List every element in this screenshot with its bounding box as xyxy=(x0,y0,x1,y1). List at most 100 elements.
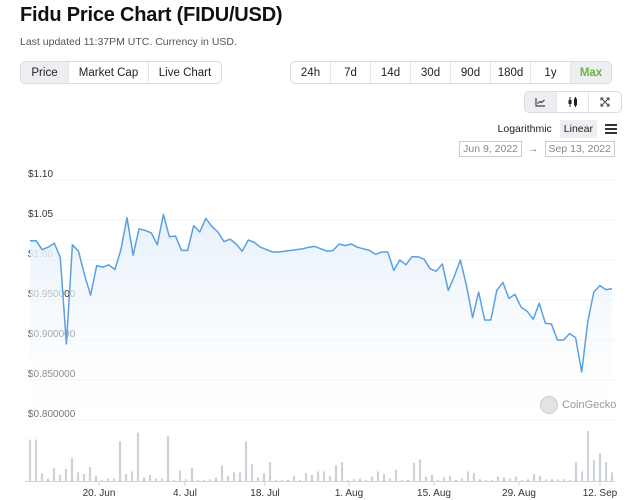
volume-bar xyxy=(76,472,80,481)
tab-price[interactable]: Price xyxy=(21,62,69,83)
volume-bar xyxy=(514,476,518,481)
volume-bar xyxy=(358,478,362,481)
volume-bar xyxy=(142,477,146,481)
range-180d-button[interactable]: 180d xyxy=(491,62,531,83)
x-axis-label: 4. Jul xyxy=(173,488,197,499)
fullscreen-button[interactable] xyxy=(589,92,621,112)
volume-bar xyxy=(352,479,356,481)
volume-bar xyxy=(574,462,578,481)
volume-bar xyxy=(304,473,308,481)
volume-bar xyxy=(148,474,152,481)
volume-bar xyxy=(412,462,416,481)
x-axis-label: 29. Aug xyxy=(502,488,536,499)
volume-bar xyxy=(370,476,374,481)
volume-bar xyxy=(160,478,164,481)
volume-bar xyxy=(604,462,608,481)
page-title: Fidu Price Chart (FIDU/USD) xyxy=(20,4,283,26)
volume-bar xyxy=(550,479,554,481)
volume-bar xyxy=(568,480,572,481)
volume-bar xyxy=(376,471,380,481)
range-90d-button[interactable]: 90d xyxy=(451,62,491,83)
date-range: Jun 9, 2022 → Sep 13, 2022 xyxy=(459,141,615,157)
volume-bar xyxy=(262,473,266,481)
volume-bar xyxy=(112,478,116,481)
watermark-text: CoinGecko xyxy=(562,399,617,411)
x-axis-label: 20. Jun xyxy=(83,488,116,499)
volume-bar xyxy=(478,479,482,481)
logarithmic-scale-button[interactable]: Logarithmic xyxy=(497,123,552,135)
volume-bar xyxy=(214,477,218,481)
volume-bar xyxy=(316,471,320,481)
volume-bar xyxy=(346,480,350,481)
volume-bar xyxy=(40,473,44,481)
date-to-input[interactable]: Sep 13, 2022 xyxy=(544,141,615,157)
volume-bar xyxy=(526,479,530,481)
volume-bar xyxy=(340,462,344,481)
chart-type-tabs: Price Market Cap Live Chart xyxy=(20,61,222,84)
volume-bar xyxy=(388,478,392,481)
fullscreen-icon xyxy=(600,97,610,107)
volume-bar xyxy=(130,471,134,481)
volume-bar xyxy=(364,480,368,481)
range-max-button[interactable]: Max xyxy=(571,62,611,83)
x-axis-label: 1. Aug xyxy=(335,488,363,499)
volume-bar xyxy=(586,431,590,481)
tab-market-cap[interactable]: Market Cap xyxy=(69,62,149,83)
volume-bar xyxy=(532,474,536,481)
y-axis-label: $1.05 xyxy=(28,209,53,220)
volume-bar xyxy=(418,459,422,481)
candlestick-view-button[interactable] xyxy=(557,92,589,112)
hamburger-menu-icon[interactable] xyxy=(605,124,617,134)
price-line xyxy=(30,213,613,373)
volume-bar xyxy=(106,478,110,481)
volume-bar xyxy=(322,471,326,481)
volume-bar xyxy=(598,453,602,481)
volume-bar xyxy=(454,480,458,481)
volume-bar xyxy=(496,476,500,481)
candlestick-icon xyxy=(568,97,577,107)
volume-bar xyxy=(400,480,404,481)
volume-bar xyxy=(580,471,584,481)
linear-scale-button[interactable]: Linear xyxy=(559,120,597,138)
date-from-input[interactable]: Jun 9, 2022 xyxy=(459,141,523,157)
volume-bar xyxy=(466,471,470,481)
range-24h-button[interactable]: 24h xyxy=(291,62,331,83)
line-chart-icon xyxy=(535,98,545,107)
volume-bar xyxy=(472,473,476,481)
volume-bar xyxy=(520,480,524,481)
last-updated-text: Last updated 11:37PM UTC. Currency in US… xyxy=(20,36,237,48)
volume-bar xyxy=(286,480,290,481)
range-14d-button[interactable]: 14d xyxy=(371,62,411,83)
tab-live-chart[interactable]: Live Chart xyxy=(158,66,212,79)
line-view-button[interactable] xyxy=(525,92,557,112)
range-30d-button[interactable]: 30d xyxy=(411,62,451,83)
volume-bar xyxy=(136,432,140,481)
price-chart[interactable]: $0.800000$0.850000$0.900000$0.950000$1.0… xyxy=(0,160,629,500)
volume-bar xyxy=(430,474,434,481)
volume-bar xyxy=(226,475,230,481)
volume-bar xyxy=(508,478,512,481)
volume-bar xyxy=(610,472,614,481)
coingecko-logo-icon xyxy=(540,396,558,414)
volume-bar xyxy=(82,474,86,481)
volume-bar xyxy=(490,480,494,481)
volume-bar xyxy=(64,468,68,481)
range-1y-button[interactable]: 1y xyxy=(531,62,571,83)
x-axis-label: 18. Jul xyxy=(250,488,279,499)
volume-bar xyxy=(202,480,206,481)
volume-bar xyxy=(100,480,104,481)
volume-bar xyxy=(220,465,224,481)
volume-bar xyxy=(298,480,302,481)
volume-bar xyxy=(46,478,50,481)
volume-bar xyxy=(424,476,428,481)
volume-bar xyxy=(184,479,188,481)
volume-bar xyxy=(52,468,56,481)
volume-bar xyxy=(196,480,200,481)
volume-bar xyxy=(232,472,236,481)
time-range-selector: 24h 7d 14d 30d 90d 180d 1y Max xyxy=(290,61,612,84)
range-7d-button[interactable]: 7d xyxy=(331,62,371,83)
volume-bar xyxy=(250,463,254,481)
volume-bar xyxy=(28,439,32,481)
y-axis-label: $1.10 xyxy=(28,169,53,180)
volume-bar xyxy=(280,480,284,481)
